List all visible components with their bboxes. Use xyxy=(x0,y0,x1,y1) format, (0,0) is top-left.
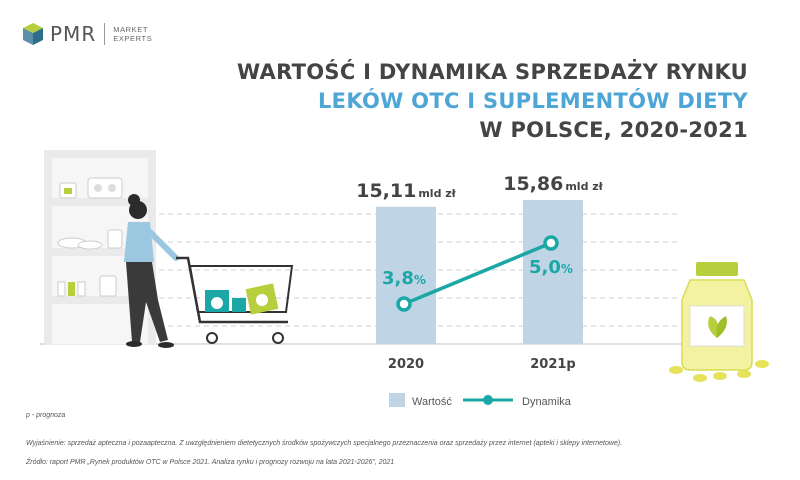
legend-label-wartosc: Wartość xyxy=(412,396,452,408)
bar-value-label-2020: 15,11 mld zł xyxy=(356,180,456,202)
title-line1: WARTOŚĆ I DYNAMIKA SPRZEDAŻY RYNKU xyxy=(237,60,748,84)
logo-name: PMR xyxy=(50,22,97,46)
bar-value-label-2021p: 15,86 mld zł xyxy=(503,173,603,195)
legend-swatch-wartosc xyxy=(389,393,405,407)
dynamika-point-2021p xyxy=(543,235,559,251)
category-label-2020: 2020 xyxy=(388,357,424,372)
legend-label-dynamika: Dynamika xyxy=(522,396,572,408)
title-line3: W POLSCE, 2020-2021 xyxy=(479,118,748,142)
legend: Wartość Dynamika xyxy=(389,393,572,408)
title-line2: LEKÓW OTC I SUPLEMENTÓW DIETY xyxy=(318,89,748,113)
logo-divider xyxy=(104,23,106,45)
dynamika-line xyxy=(403,241,552,306)
dynamika-point-2020 xyxy=(396,296,412,312)
bar-2020 xyxy=(376,206,436,344)
footnote-explanation: Wyjaśnienie: sprzedaż apteczna i pozaapt… xyxy=(26,440,623,447)
category-label-2021p: 2021p xyxy=(530,357,576,372)
logo-subtitle: MARKET EXPERTS xyxy=(113,25,152,43)
logo-sub-line1: MARKET xyxy=(113,25,149,34)
footnote-forecast: p - prognoza xyxy=(26,412,66,419)
logo-sub-line2: EXPERTS xyxy=(113,34,153,43)
footnote-source: Źródło: raport PMR „Rynek produktów OTC … xyxy=(26,459,395,466)
bar-2021p xyxy=(523,200,583,344)
legend-swatch-dynamika-dot xyxy=(483,395,493,405)
pmr-logo: PMR MARKET EXPERTS xyxy=(22,22,152,46)
cube-icon xyxy=(23,23,43,45)
dynamika-label-2020: 3,8% xyxy=(382,268,426,289)
page-title: WARTOŚĆ I DYNAMIKA SPRZEDAŻY RYNKU LEKÓW… xyxy=(237,58,748,145)
shopper-illustration xyxy=(124,194,294,348)
supplement-jar-illustration xyxy=(669,262,769,382)
dynamika-label-2021p: 5,0% xyxy=(529,257,573,278)
